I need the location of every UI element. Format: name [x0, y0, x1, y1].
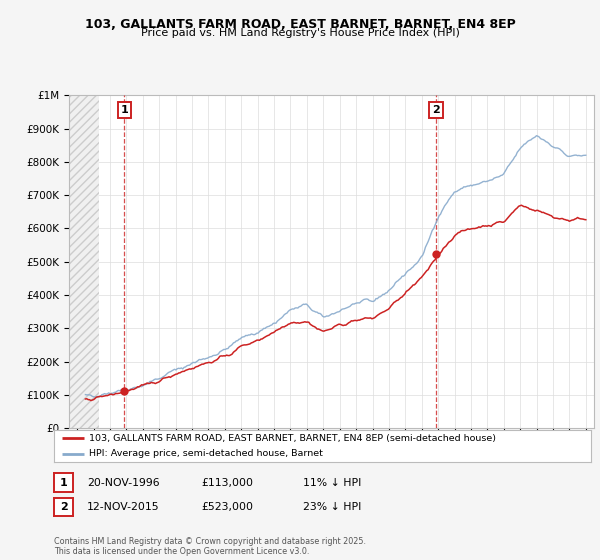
Text: 103, GALLANTS FARM ROAD, EAST BARNET, BARNET, EN4 8EP (semi-detached house): 103, GALLANTS FARM ROAD, EAST BARNET, BA… — [89, 434, 496, 443]
Text: 103, GALLANTS FARM ROAD, EAST BARNET, BARNET, EN4 8EP: 103, GALLANTS FARM ROAD, EAST BARNET, BA… — [85, 18, 515, 31]
Text: 2: 2 — [432, 105, 440, 115]
Text: 1: 1 — [121, 105, 128, 115]
Text: £113,000: £113,000 — [201, 478, 253, 488]
Text: 20-NOV-1996: 20-NOV-1996 — [87, 478, 160, 488]
Text: 23% ↓ HPI: 23% ↓ HPI — [303, 502, 361, 512]
Text: £523,000: £523,000 — [201, 502, 253, 512]
Text: Contains HM Land Registry data © Crown copyright and database right 2025.
This d: Contains HM Land Registry data © Crown c… — [54, 536, 366, 556]
Text: HPI: Average price, semi-detached house, Barnet: HPI: Average price, semi-detached house,… — [89, 449, 323, 459]
Bar — [69, 95, 98, 428]
Text: 2: 2 — [60, 502, 67, 512]
Text: 11% ↓ HPI: 11% ↓ HPI — [303, 478, 361, 488]
Text: 1: 1 — [60, 478, 67, 488]
Text: 12-NOV-2015: 12-NOV-2015 — [87, 502, 160, 512]
Text: Price paid vs. HM Land Registry's House Price Index (HPI): Price paid vs. HM Land Registry's House … — [140, 28, 460, 38]
